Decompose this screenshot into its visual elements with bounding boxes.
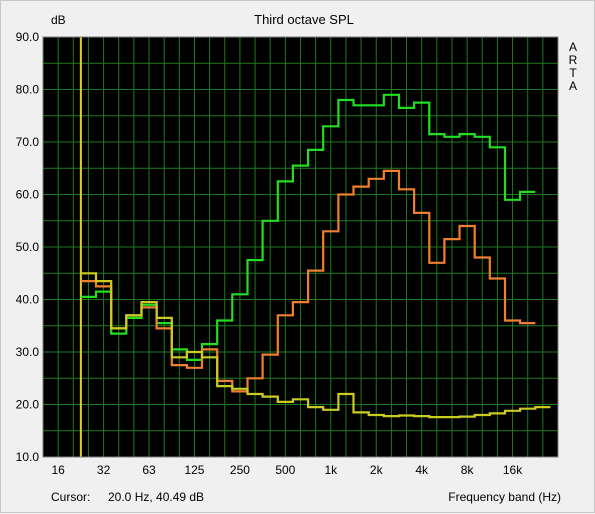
- x-tick-label: 2k: [370, 463, 384, 477]
- chart-title: Third octave SPL: [254, 12, 354, 27]
- x-tick-label: 32: [97, 463, 111, 477]
- x-tick-labels: 16 32 63 125 250 500 1k 2k 4k 8k 16k: [51, 463, 523, 477]
- y-tick-label: 50.0: [16, 240, 40, 254]
- y-tick-label: 20.0: [16, 398, 40, 412]
- x-axis-label: Frequency band (Hz): [448, 490, 561, 504]
- cursor-readout: 20.0 Hz, 40.49 dB: [108, 490, 204, 504]
- x-tick-label: 500: [275, 463, 295, 477]
- watermark-letter: A: [569, 79, 577, 93]
- y-tick-label: 80.0: [16, 83, 40, 97]
- y-tick-label: 90.0: [16, 30, 40, 44]
- y-tick-label: 60.0: [16, 188, 40, 202]
- watermark-letter: A: [569, 40, 577, 54]
- x-tick-label: 63: [142, 463, 156, 477]
- x-tick-label: 16: [51, 463, 65, 477]
- x-tick-label: 16k: [503, 463, 523, 477]
- y-tick-labels: 10.0 20.0 30.0 40.0 50.0 60.0 70.0 80.0 90.0: [16, 30, 40, 464]
- series-line-2: [80, 169, 536, 393]
- x-tick-label: 1k: [324, 463, 338, 477]
- series-layer: [80, 93, 551, 419]
- y-tick-label: 70.0: [16, 135, 40, 149]
- x-tick-label: 4k: [415, 463, 429, 477]
- x-tick-label: 8k: [461, 463, 475, 477]
- grid-lines: [43, 37, 558, 457]
- y-tick-label: 40.0: [16, 293, 40, 307]
- x-tick-label: 250: [230, 463, 250, 477]
- watermark-letter: T: [569, 66, 577, 80]
- y-tick-label: 30.0: [16, 345, 40, 359]
- x-tick-label: 125: [184, 463, 204, 477]
- y-tick-label: 10.0: [16, 450, 40, 464]
- plot-border: [42, 36, 559, 458]
- watermark-letter: R: [569, 53, 578, 67]
- series-line-3: [80, 272, 551, 419]
- y-axis-label: dB: [51, 13, 66, 27]
- cursor-label: Cursor:: [51, 490, 90, 504]
